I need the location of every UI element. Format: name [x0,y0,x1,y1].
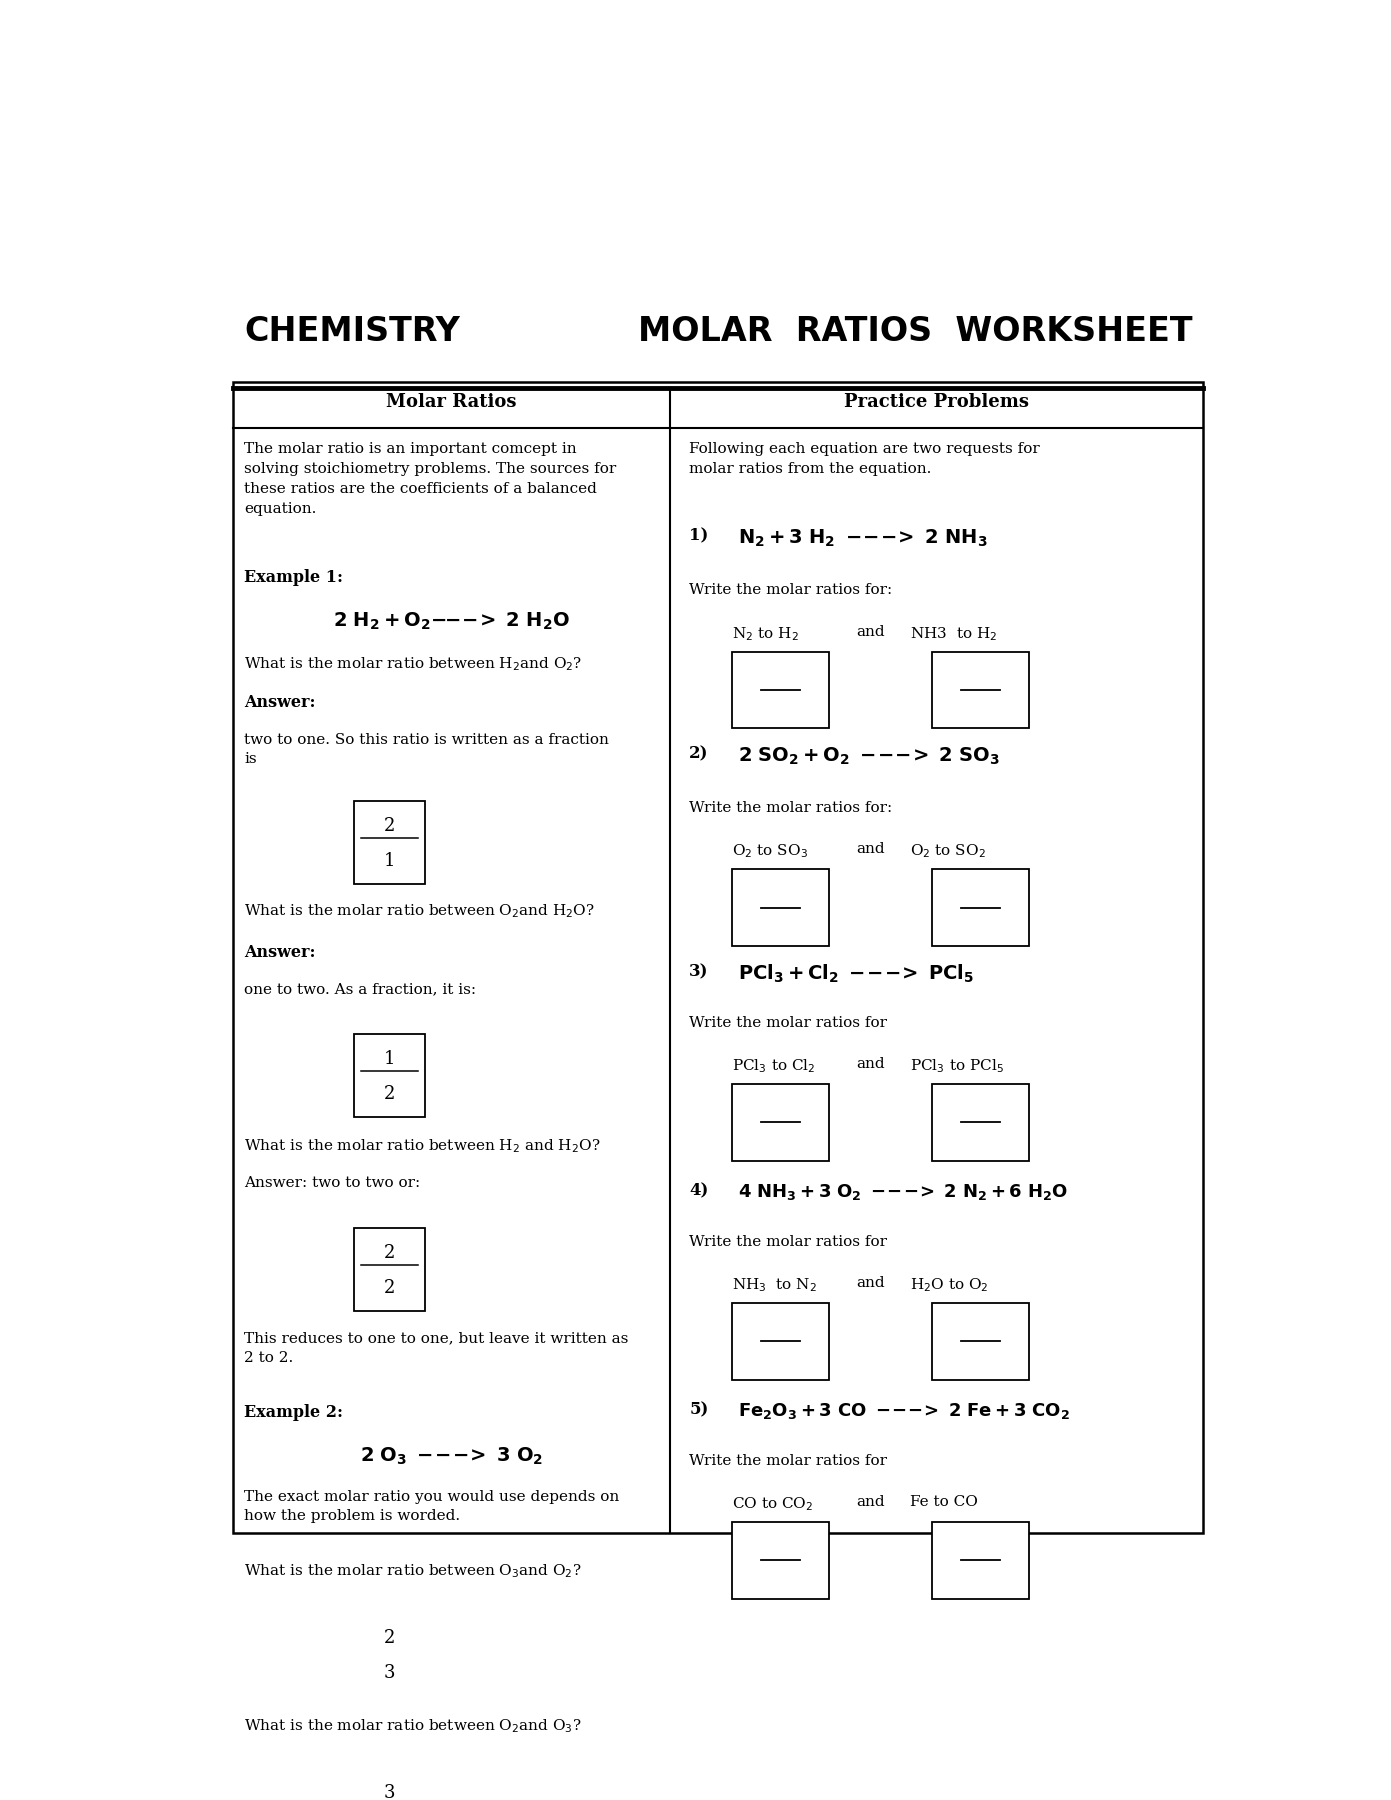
FancyBboxPatch shape [932,652,1029,729]
FancyBboxPatch shape [932,1084,1029,1161]
Text: Answer:: Answer: [243,943,316,961]
Text: Following each equation are two requests for
molar ratios from the equation.: Following each equation are two requests… [689,443,1040,475]
FancyBboxPatch shape [932,869,1029,945]
FancyBboxPatch shape [732,1523,829,1598]
Text: O$_2$ to SO$_3$: O$_2$ to SO$_3$ [732,842,808,860]
Text: What is the molar ratio between H$_2$and O$_2$?: What is the molar ratio between H$_2$and… [243,655,583,673]
Text: Write the molar ratios for: Write the molar ratios for [689,1235,887,1249]
Text: The molar ratio is an important comcept in
solving stoichiometry problems. The s: The molar ratio is an important comcept … [243,443,616,517]
Text: CO to CO$_2$: CO to CO$_2$ [732,1496,814,1514]
Text: Practice Problems: Practice Problems [844,394,1029,412]
Text: 4): 4) [689,1183,708,1199]
Text: Write the molar ratios for:: Write the molar ratios for: [689,801,893,815]
Text: $\mathbf{Fe_2O_3 + 3\ CO\ -\!\!-\!\!-\!\!>\ 2\ Fe + 3\ CO_2}$: $\mathbf{Fe_2O_3 + 3\ CO\ -\!\!-\!\!-\!\… [737,1400,1070,1420]
Text: 2: 2 [384,1278,395,1296]
FancyBboxPatch shape [355,1228,424,1310]
FancyBboxPatch shape [355,1768,424,1800]
FancyBboxPatch shape [932,1303,1029,1379]
Text: 2: 2 [384,1629,395,1647]
Text: Example 1:: Example 1: [243,569,344,587]
FancyBboxPatch shape [732,1303,829,1379]
Text: Write the molar ratios for:: Write the molar ratios for: [689,583,893,598]
Text: PCl$_3$ to PCl$_5$: PCl$_3$ to PCl$_5$ [910,1057,1004,1075]
Text: What is the molar ratio between H$_2$ and H$_2$O?: What is the molar ratio between H$_2$ an… [243,1138,601,1156]
FancyBboxPatch shape [355,1613,424,1696]
Text: and: and [857,625,885,639]
Text: 2: 2 [384,1085,395,1103]
Text: $\mathbf{N_2 + 3\ H_2\ -\!\!-\!\!-\!\!>\ 2\ NH_3}$: $\mathbf{N_2 + 3\ H_2\ -\!\!-\!\!-\!\!>\… [737,527,988,549]
FancyBboxPatch shape [932,1523,1029,1598]
Text: Write the molar ratios for: Write the molar ratios for [689,1015,887,1030]
Text: 1: 1 [384,851,395,869]
Text: NH3  to H$_2$: NH3 to H$_2$ [910,625,997,643]
Text: 3): 3) [689,963,708,979]
Text: The exact molar ratio you would use depends on
how the problem is worded.: The exact molar ratio you would use depe… [243,1490,619,1523]
FancyBboxPatch shape [732,869,829,945]
Text: and: and [857,842,885,857]
Text: 3: 3 [384,1663,395,1681]
Text: Answer:: Answer: [243,695,316,711]
Text: PCl$_3$ to Cl$_2$: PCl$_3$ to Cl$_2$ [732,1057,817,1075]
Text: What is the molar ratio between O$_3$and O$_2$?: What is the molar ratio between O$_3$and… [243,1562,581,1580]
Text: Answer: two to two or:: Answer: two to two or: [243,1177,420,1190]
Text: What is the molar ratio between O$_2$and O$_3$?: What is the molar ratio between O$_2$and… [243,1717,581,1735]
Text: 2: 2 [384,1244,395,1262]
Text: and: and [857,1057,885,1071]
Text: Molar Ratios: Molar Ratios [387,394,516,412]
Text: 1): 1) [689,527,708,545]
Text: 3: 3 [384,1784,395,1800]
Text: one to two. As a fraction, it is:: one to two. As a fraction, it is: [243,983,476,997]
Text: Fe to CO: Fe to CO [910,1496,978,1508]
Text: N$_2$ to H$_2$: N$_2$ to H$_2$ [732,625,800,643]
FancyBboxPatch shape [732,1084,829,1161]
Text: $\mathbf{2\ SO_2 + O_2\ -\!\!-\!\!-\!\!>\ 2\ SO_3}$: $\mathbf{2\ SO_2 + O_2\ -\!\!-\!\!-\!\!>… [737,745,1000,767]
FancyBboxPatch shape [355,801,424,884]
Text: 5): 5) [689,1400,708,1418]
Text: and: and [857,1276,885,1291]
Text: 2: 2 [384,817,395,835]
Text: This reduces to one to one, but leave it written as
2 to 2.: This reduces to one to one, but leave it… [243,1332,629,1364]
Text: Example 2:: Example 2: [243,1404,344,1420]
Text: NH$_3$  to N$_2$: NH$_3$ to N$_2$ [732,1276,818,1294]
Text: two to one. So this ratio is written as a fraction
is: two to one. So this ratio is written as … [243,733,609,767]
Text: and: and [857,1496,885,1508]
Text: $\mathbf{4\ NH_3 + 3\ O_2\ -\!\!-\!\!-\!\!>\ 2\ N_2 + 6\ H_2O}$: $\mathbf{4\ NH_3 + 3\ O_2\ -\!\!-\!\!-\!… [737,1183,1067,1202]
Text: O$_2$ to SO$_2$: O$_2$ to SO$_2$ [910,842,986,860]
FancyBboxPatch shape [355,1033,424,1116]
Text: $\mathbf{PCl_3 + Cl_2\ -\!\!-\!\!-\!\!>\ PCl_5}$: $\mathbf{PCl_3 + Cl_2\ -\!\!-\!\!-\!\!>\… [737,963,974,985]
FancyBboxPatch shape [732,652,829,729]
Text: 1: 1 [384,1049,395,1067]
Text: $\mathbf{2\ H_2 + O_2}$$\mathbf{-\!\!-\!\!-\!\!>\ 2\ H_2O}$: $\mathbf{2\ H_2 + O_2}$$\mathbf{-\!\!-\!… [332,610,570,632]
Text: H$_2$O to O$_2$: H$_2$O to O$_2$ [910,1276,989,1294]
Text: $\mathbf{2\ O_3\ -\!\!-\!\!-\!\!>\ 3\ O_2}$: $\mathbf{2\ O_3\ -\!\!-\!\!-\!\!>\ 3\ O_… [360,1445,542,1467]
Text: MOLAR  RATIOS  WORKSHEET: MOLAR RATIOS WORKSHEET [638,315,1192,347]
Text: Write the molar ratios for: Write the molar ratios for [689,1454,887,1467]
Text: CHEMISTRY: CHEMISTRY [243,315,460,347]
Text: 2): 2) [689,745,708,763]
Text: What is the molar ratio between O$_2$and H$_2$O?: What is the molar ratio between O$_2$and… [243,902,595,920]
